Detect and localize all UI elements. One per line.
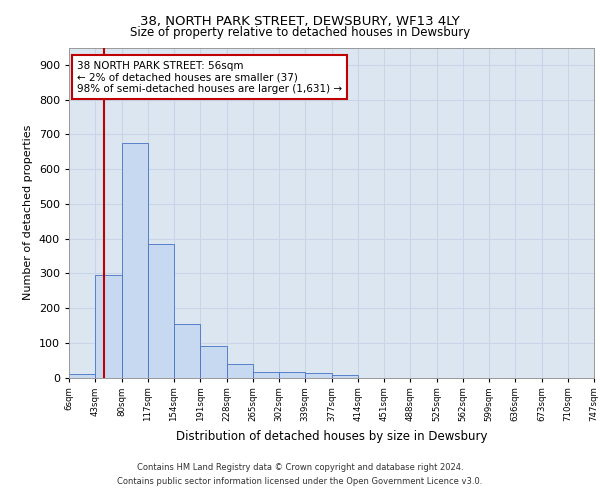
Text: Contains public sector information licensed under the Open Government Licence v3: Contains public sector information licen… (118, 477, 482, 486)
Y-axis label: Number of detached properties: Number of detached properties (23, 125, 33, 300)
Text: Size of property relative to detached houses in Dewsbury: Size of property relative to detached ho… (130, 26, 470, 39)
Bar (148, 244, 174, 378)
Text: 38, NORTH PARK STREET, DEWSBURY, WF13 4LY: 38, NORTH PARK STREET, DEWSBURY, WF13 4L… (140, 15, 460, 28)
Bar (279, 372, 305, 378)
Text: Contains HM Land Registry data © Crown copyright and database right 2024.: Contains HM Land Registry data © Crown c… (137, 464, 463, 472)
Bar (95, 275, 121, 378)
Bar (253, 372, 279, 378)
Bar (227, 364, 253, 378)
Bar (200, 346, 227, 378)
Bar (331, 374, 358, 378)
Text: 38 NORTH PARK STREET: 56sqm
← 2% of detached houses are smaller (37)
98% of semi: 38 NORTH PARK STREET: 56sqm ← 2% of deta… (77, 60, 342, 94)
Bar (69, 374, 95, 378)
Bar (305, 374, 331, 378)
X-axis label: Distribution of detached houses by size in Dewsbury: Distribution of detached houses by size … (176, 430, 487, 442)
Bar (121, 143, 148, 378)
Bar (174, 324, 200, 378)
